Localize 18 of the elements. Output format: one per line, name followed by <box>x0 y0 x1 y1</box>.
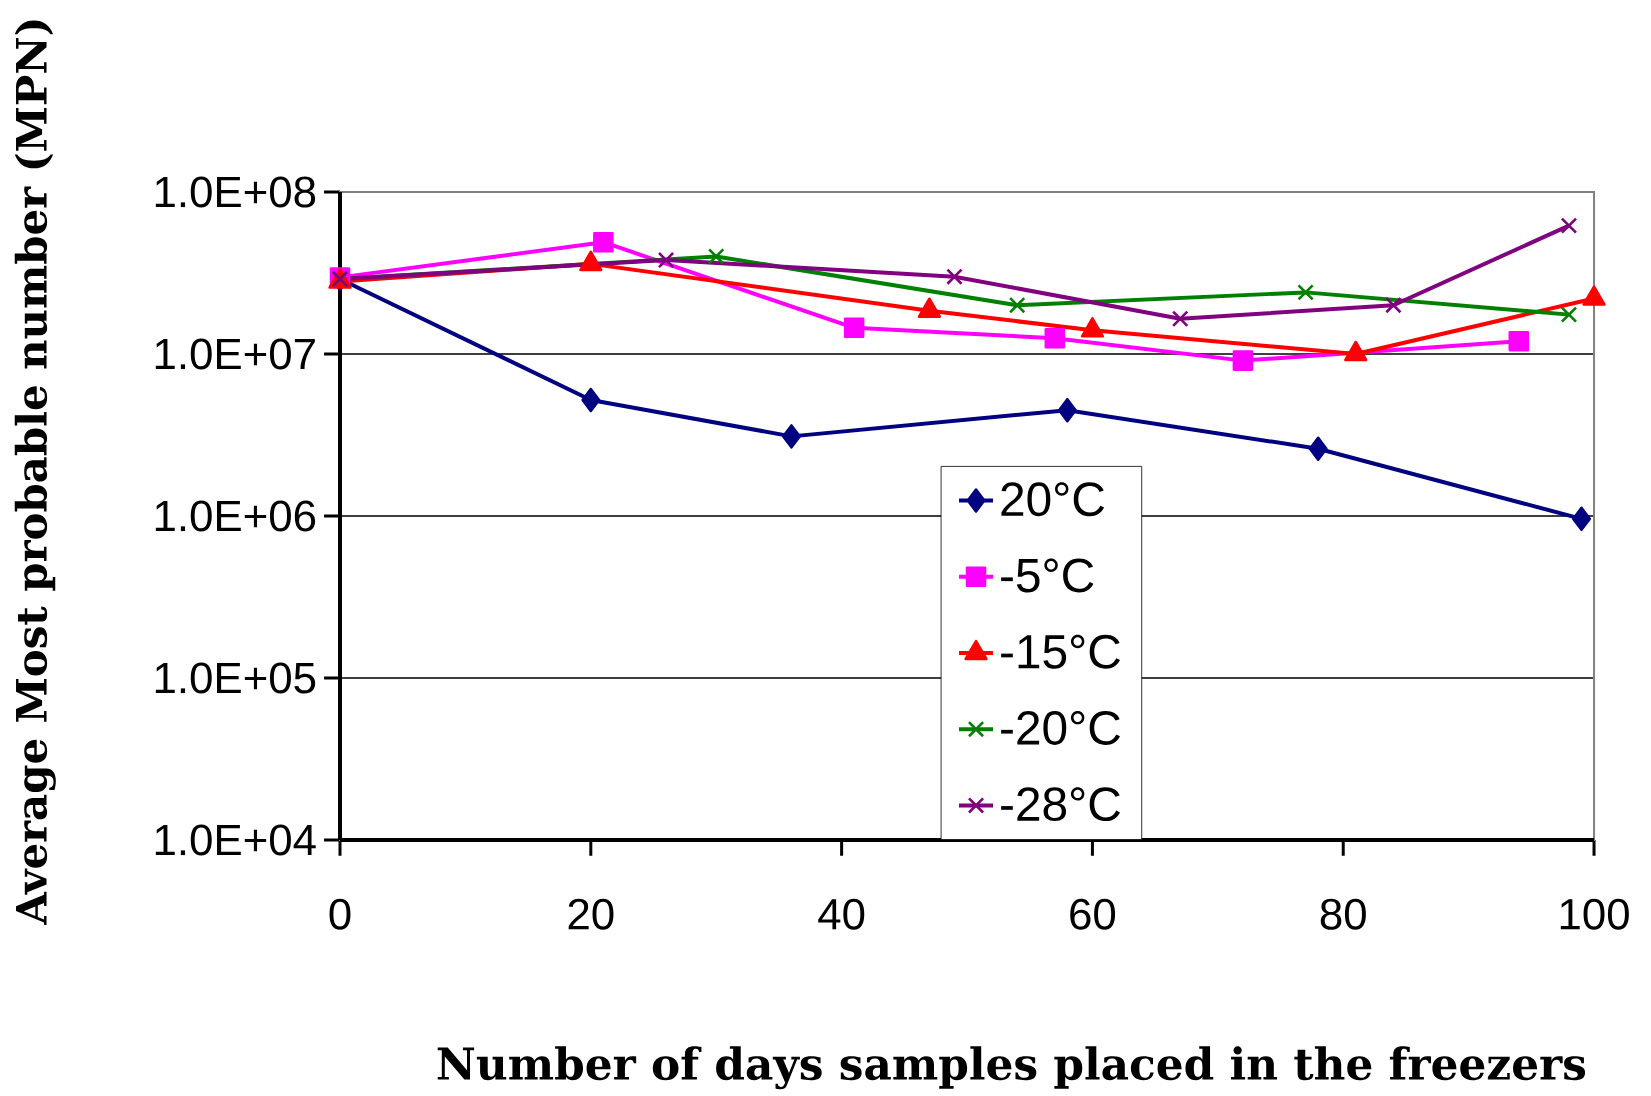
y-axis-title: Average Most probable number (MPN) <box>14 20 56 926</box>
y-tick-label: 1.0E+04 <box>155 824 316 856</box>
x-tick-label: 60 <box>1070 898 1116 930</box>
legend-label: -15°C <box>1001 634 1120 669</box>
legend-label: -28°C <box>1001 787 1120 822</box>
x-tick-label: 20 <box>568 898 614 930</box>
y-tick-label: 1.0E+06 <box>155 500 316 532</box>
y-tick-label: 1.0E+05 <box>155 662 316 694</box>
x-tick-label: 80 <box>1320 898 1366 930</box>
legend-label: -20°C <box>1001 711 1120 745</box>
y-tick-label: 1.0E+07 <box>155 338 315 370</box>
legend-label: 20°C <box>1001 482 1105 517</box>
x-tick-label: 100 <box>1560 898 1629 930</box>
x-tick-label: 40 <box>818 898 865 930</box>
y-tick-label: 1.0E+08 <box>155 176 316 208</box>
x-axis-title: Number of days samples placed in the freezers <box>437 1046 1586 1090</box>
legend-label: -5°C <box>1001 558 1094 593</box>
x-tick-label: 0 <box>329 898 351 930</box>
